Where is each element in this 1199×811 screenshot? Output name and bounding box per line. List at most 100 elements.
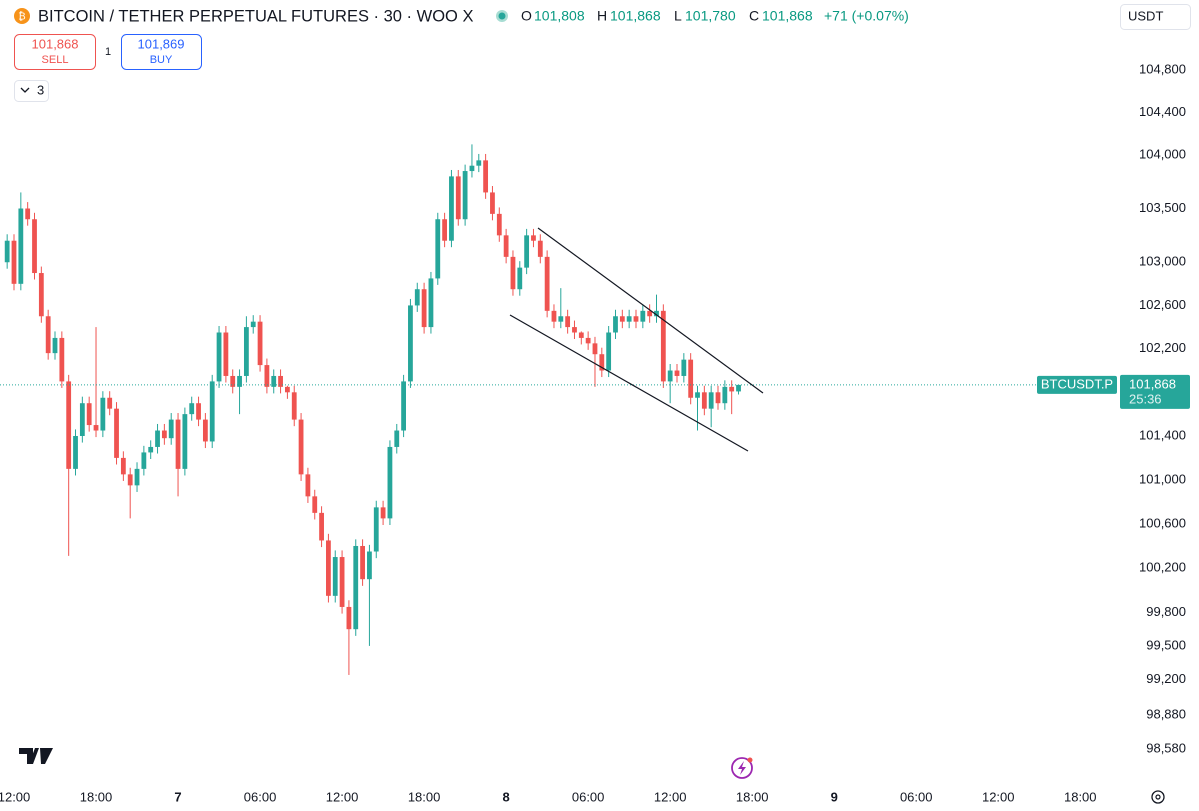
candle-body xyxy=(182,414,188,469)
candle-body xyxy=(565,316,571,328)
y-tick-label: 100,600 xyxy=(1139,515,1186,530)
candle-body xyxy=(332,557,338,596)
y-tick-label: 104,800 xyxy=(1139,61,1186,76)
settings-icon-core xyxy=(1155,794,1161,800)
candle-body xyxy=(462,171,468,220)
countdown: 25:36 xyxy=(1129,391,1162,406)
candle-body xyxy=(606,332,612,371)
candle-body xyxy=(367,551,372,580)
buy-label: BUY xyxy=(150,54,173,66)
candle-body xyxy=(120,457,126,475)
candle-body xyxy=(243,327,249,376)
candle-body xyxy=(640,310,646,322)
candle-body xyxy=(175,419,181,469)
candle-body xyxy=(114,408,119,458)
x-tick-label: 18:00 xyxy=(80,789,113,804)
coin-icon-glyph: ₿ xyxy=(18,11,25,23)
candle-body xyxy=(626,316,632,322)
candle-body xyxy=(681,359,687,376)
candle-body xyxy=(339,557,345,607)
buy-button[interactable] xyxy=(121,34,202,70)
y-tick-label: 100,200 xyxy=(1139,560,1186,575)
quantity: 1 xyxy=(105,46,111,58)
y-tick-label: 103,500 xyxy=(1139,200,1186,215)
candle-body xyxy=(490,192,495,214)
status-dot xyxy=(498,12,506,20)
alert-dot xyxy=(747,757,753,763)
candle-body xyxy=(394,430,400,447)
plot-area xyxy=(0,144,1118,675)
symbol-tag xyxy=(1037,375,1117,394)
candle-body xyxy=(387,446,393,519)
ohlc-value: 101,808 xyxy=(534,8,585,24)
candle-body xyxy=(79,403,85,436)
y-tick-label: 103,000 xyxy=(1139,254,1186,269)
ohlc-value: 101,868 xyxy=(610,8,661,24)
currency-select[interactable] xyxy=(1120,4,1191,30)
candle-body xyxy=(86,403,92,426)
y-tick-label: 98,580 xyxy=(1146,740,1186,755)
x-tick-label: 18:00 xyxy=(736,789,769,804)
candle-body xyxy=(585,337,591,344)
candle-body xyxy=(729,386,735,392)
candle-body xyxy=(250,321,256,328)
y-tick-label: 102,200 xyxy=(1139,340,1186,355)
ohlc-value: 101,780 xyxy=(685,8,736,24)
candle-body xyxy=(52,337,58,354)
candle-body xyxy=(93,425,99,431)
candle-body xyxy=(537,240,543,257)
candle-body xyxy=(455,176,461,220)
candle-body xyxy=(319,512,324,541)
x-tick-label: 06:00 xyxy=(900,789,933,804)
candle-body xyxy=(73,435,78,469)
x-tick-label: 12:00 xyxy=(326,789,359,804)
candle-body xyxy=(148,446,154,453)
sell-button[interactable] xyxy=(14,34,96,70)
last-price-label: 101,868 xyxy=(1129,376,1176,391)
x-tick-label: 18:00 xyxy=(408,789,441,804)
candle-body xyxy=(161,430,167,439)
candle-body xyxy=(291,392,297,420)
candle-body xyxy=(613,316,618,333)
coin-icon xyxy=(14,8,30,24)
candle-body xyxy=(11,240,17,284)
candle-body xyxy=(127,474,133,486)
x-tick-label: 18:00 xyxy=(1064,789,1097,804)
trend-line xyxy=(509,314,749,452)
candle-body xyxy=(373,507,379,552)
currency: USDT xyxy=(1128,8,1163,23)
ohlc-label: H xyxy=(597,8,607,24)
candle-body xyxy=(469,165,475,172)
candle-body xyxy=(544,256,550,311)
y-tick-label: 99,800 xyxy=(1146,604,1186,619)
y-tick-label: 102,600 xyxy=(1139,297,1186,312)
candle-body xyxy=(237,375,242,387)
symbol-label: BTCUSDT.P xyxy=(1041,376,1113,391)
candle-body xyxy=(414,289,420,306)
x-tick-label: 12:00 xyxy=(654,789,687,804)
candle-body xyxy=(667,370,673,382)
candle-body xyxy=(558,316,564,322)
candle-body xyxy=(476,160,482,166)
alert-icon[interactable] xyxy=(731,757,753,779)
candle-body xyxy=(408,305,413,382)
candle-body xyxy=(141,452,147,469)
candle-body xyxy=(674,370,680,376)
y-tick-label: 104,000 xyxy=(1139,146,1186,161)
candle-body xyxy=(38,273,44,317)
settings-icon[interactable] xyxy=(1151,790,1165,804)
candle-body xyxy=(401,381,406,431)
candle-body xyxy=(360,545,365,580)
candle-body xyxy=(223,332,229,376)
candle-body xyxy=(449,176,454,241)
chevron xyxy=(20,87,30,93)
candle-body xyxy=(647,310,653,317)
indicators-toggle[interactable] xyxy=(14,80,49,102)
y-tick-label: 99,200 xyxy=(1146,671,1186,686)
candle-body xyxy=(380,507,386,519)
buy-price: 101,869 xyxy=(138,36,185,51)
ohlc-label: C xyxy=(749,8,759,24)
candle-body xyxy=(619,316,625,322)
